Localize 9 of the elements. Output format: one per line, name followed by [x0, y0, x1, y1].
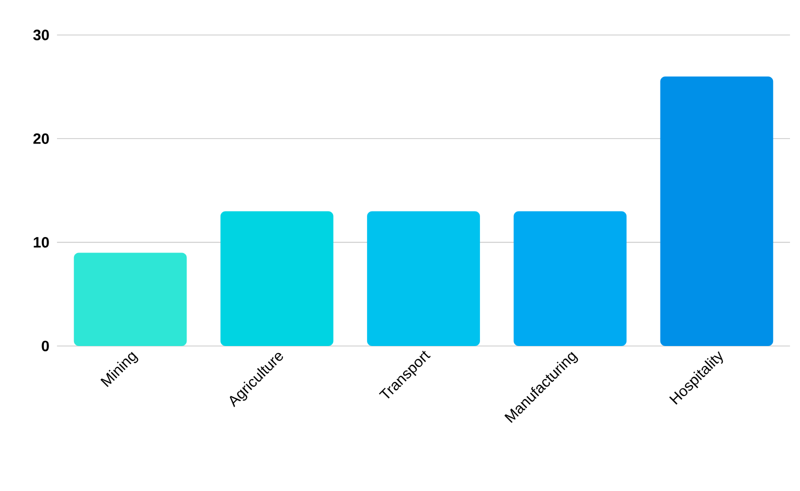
y-tick-label: 30: [33, 30, 49, 40]
bar: [367, 211, 480, 346]
bar: [660, 76, 774, 346]
bar: [514, 211, 627, 346]
y-tick-label: 0: [42, 340, 49, 352]
y-tick-label: 20: [33, 133, 49, 144]
bar: [74, 252, 187, 346]
y-tick-label: 10: [34, 237, 49, 248]
bar: [220, 211, 334, 346]
